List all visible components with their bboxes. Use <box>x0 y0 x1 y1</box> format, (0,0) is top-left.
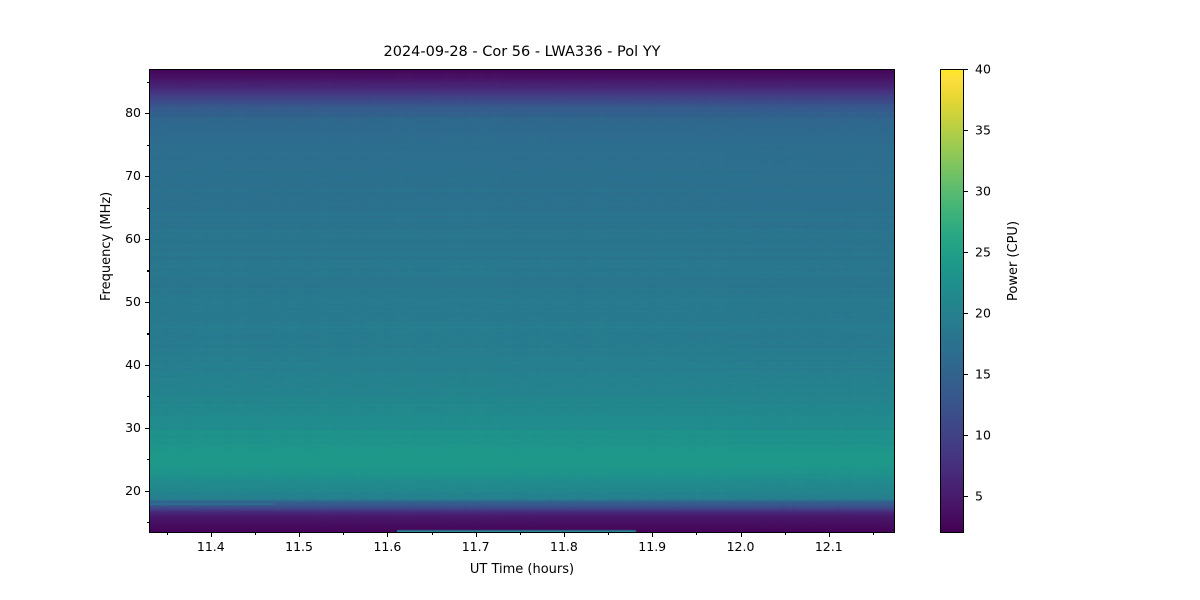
x-tick-label: 11.9 <box>638 539 667 554</box>
colorbar-label: Power (CPU) <box>1006 220 1021 301</box>
page-title: 2024-09-28 - Cor 56 - LWA336 - Pol YY <box>383 44 661 60</box>
colorbar-tick-label: 20 <box>975 305 991 321</box>
x-tick-label: 12.0 <box>726 539 755 554</box>
x-tick-label: 12.1 <box>814 539 843 554</box>
x-tick-major <box>652 533 654 537</box>
colorbar-tick <box>964 69 968 71</box>
x-tick-label: 11.6 <box>373 539 402 554</box>
x-tick-minor <box>696 533 698 536</box>
colorbar-tick-label: 15 <box>975 366 991 382</box>
y-axis-label: Frequency (MHz) <box>99 191 114 301</box>
colorbar-tick <box>964 496 968 498</box>
y-tick-minor <box>146 396 149 398</box>
x-tick-label: 11.7 <box>461 539 490 554</box>
y-tick-label: 20 <box>125 482 141 498</box>
x-tick-major <box>475 533 477 537</box>
y-tick-minor <box>146 333 149 335</box>
y-tick-label: 60 <box>125 230 141 246</box>
y-tick-major <box>145 238 149 241</box>
x-tick-label: 11.4 <box>196 539 225 554</box>
heatmap-plot-area <box>149 69 895 533</box>
colorbar-gradient <box>941 70 963 532</box>
y-tick-minor <box>146 81 149 83</box>
x-tick-minor <box>431 533 433 536</box>
x-tick-major <box>563 533 566 537</box>
colorbar-tick-label: 35 <box>975 122 991 138</box>
colorbar-tick <box>964 252 968 254</box>
colorbar-tick-label: 30 <box>975 183 991 199</box>
colorbar-tick-label: 5 <box>975 488 983 504</box>
colorbar-tick <box>964 374 968 376</box>
x-tick-major <box>828 533 830 537</box>
y-tick-label: 40 <box>125 356 141 372</box>
dynamic-spectrum-image <box>150 70 894 532</box>
y-tick-major <box>145 364 149 366</box>
y-tick-minor <box>146 207 149 209</box>
y-tick-minor <box>146 144 149 146</box>
y-tick-major <box>145 490 149 492</box>
y-tick-minor <box>146 270 149 272</box>
y-tick-minor <box>146 522 149 524</box>
x-tick-minor <box>519 533 521 536</box>
y-tick-major <box>145 113 149 115</box>
y-tick-label: 70 <box>125 168 141 184</box>
colorbar-tick-label: 10 <box>975 427 991 443</box>
x-tick-major <box>299 533 301 537</box>
x-tick-minor <box>784 533 786 536</box>
y-tick-label: 50 <box>125 293 141 309</box>
x-tick-minor <box>608 533 610 536</box>
y-tick-major <box>145 176 149 178</box>
x-tick-major <box>740 533 742 537</box>
colorbar-tick <box>964 130 968 132</box>
colorbar-tick-label: 40 <box>975 61 991 77</box>
colorbar-tick <box>964 191 968 193</box>
colorbar-tick-label: 25 <box>975 244 991 260</box>
colorbar-tick <box>964 313 968 315</box>
x-tick-minor <box>254 533 257 536</box>
y-tick-major <box>145 301 149 304</box>
x-tick-minor <box>166 533 168 536</box>
y-tick-label: 30 <box>125 419 141 435</box>
y-tick-minor <box>146 459 149 461</box>
colorbar <box>940 69 964 533</box>
x-tick-label: 11.8 <box>550 539 578 554</box>
colorbar-tick <box>964 435 968 437</box>
x-tick-major <box>210 533 212 537</box>
x-tick-minor <box>872 533 875 536</box>
x-tick-major <box>387 533 389 537</box>
x-tick-label: 11.5 <box>285 539 313 554</box>
y-tick-label: 80 <box>125 105 141 121</box>
y-tick-major <box>145 427 149 429</box>
x-tick-minor <box>343 533 345 536</box>
x-axis-label: UT Time (hours) <box>469 562 575 577</box>
